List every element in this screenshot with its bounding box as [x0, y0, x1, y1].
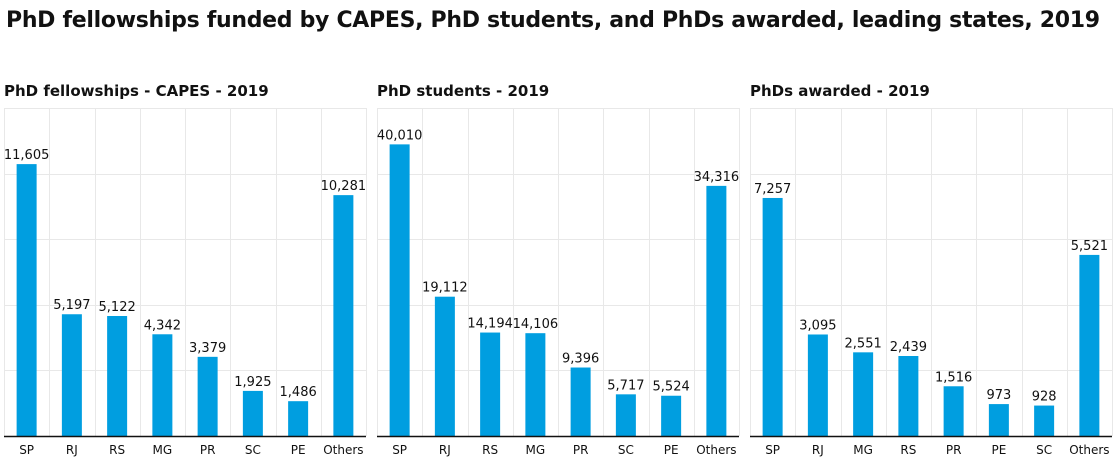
x-tick-label: SC: [618, 443, 634, 457]
bar-rj: [61, 314, 82, 436]
x-tick-label: RJ: [66, 443, 78, 457]
x-tick-label: MG: [153, 443, 173, 457]
data-label: 14,106: [513, 317, 559, 332]
page-title: PhD fellowships funded by CAPES, PhD stu…: [6, 8, 1100, 33]
bar-pr: [943, 386, 964, 436]
bar-sc: [615, 394, 636, 436]
chart-students: 40,010 SP 19,112 RJ 14,194 RS 14,106 MG 9,396 PR 5…: [377, 108, 740, 457]
bar-rj: [434, 296, 455, 436]
data-label: 19,112: [422, 281, 468, 296]
chart-panel-awarded: PhDs awarded - 2019 7,257 SP 3,095 RJ 2,551 M…: [750, 78, 1116, 463]
data-label: 40,010: [377, 128, 422, 143]
chart-panel-fellowships: PhD fellowships - CAPES - 2019 11,605 SP 5…: [4, 78, 370, 463]
data-label: 2,439: [890, 340, 927, 355]
bar-rs: [107, 315, 128, 436]
x-tick-label: RJ: [439, 443, 451, 457]
bar-rj: [807, 334, 828, 436]
data-label: 9,396: [562, 352, 599, 367]
x-tick-label: SP: [392, 443, 407, 457]
x-tick-label: PR: [200, 443, 216, 457]
bar-sc: [1034, 405, 1055, 436]
bar-rs: [480, 332, 501, 436]
x-tick-label: MG: [526, 443, 546, 457]
chart-title: PhDs awarded - 2019: [750, 82, 930, 100]
bar-pr: [197, 356, 218, 436]
x-tick-label: MG: [853, 443, 873, 457]
bar-sp: [389, 144, 410, 436]
data-label: 5,717: [607, 378, 644, 393]
bar-others: [706, 185, 727, 436]
x-tick-label: PE: [664, 443, 679, 457]
x-tick-label: SC: [245, 443, 261, 457]
data-label: 34,316: [694, 170, 740, 185]
bar-sp: [762, 197, 783, 436]
data-label: 1,925: [234, 375, 271, 390]
data-label: 3,379: [189, 341, 226, 356]
bar-sc: [242, 390, 263, 436]
gridlines: [750, 108, 1113, 437]
data-label: 1,486: [280, 385, 317, 400]
x-tick-label: RS: [482, 443, 498, 457]
x-tick-label: SP: [765, 443, 780, 457]
bar-pe: [661, 395, 682, 436]
chart-awarded: 7,257 SP 3,095 RJ 2,551 MG 2,439 RS 1,516 PR 973 PE…: [750, 108, 1113, 457]
chart-title: PhD fellowships - CAPES - 2019: [4, 82, 269, 100]
data-label: 10,281: [321, 179, 367, 194]
x-tick-label: Others: [696, 443, 736, 457]
x-tick-label: Others: [1069, 443, 1109, 457]
data-label: 5,197: [53, 298, 90, 313]
x-tick-label: PE: [291, 443, 306, 457]
data-label: 1,516: [935, 370, 972, 385]
x-tick-label: Others: [323, 443, 363, 457]
data-label: 5,524: [653, 380, 690, 395]
bar-sp: [16, 164, 37, 436]
data-label: 4,342: [144, 318, 181, 333]
bar-pe: [988, 404, 1009, 436]
x-tick-label: SC: [1036, 443, 1052, 457]
x-tick-label: PE: [991, 443, 1006, 457]
bar-others: [333, 195, 354, 436]
data-label: 2,551: [845, 336, 882, 351]
chart-fellowships: 11,605 SP 5,197 RJ 5,122 RS 4,342 MG 3,379 PR 1,92…: [4, 108, 367, 457]
bar-pe: [288, 401, 309, 436]
chart-panel-students: PhD students - 2019 40,010 SP 19,112 RJ 14,1…: [377, 78, 743, 463]
data-label: 973: [986, 388, 1011, 403]
bar-mg: [152, 334, 173, 436]
bar-pr: [570, 367, 591, 436]
x-tick-label: RS: [900, 443, 916, 457]
bar-others: [1079, 254, 1100, 436]
bar-mg: [525, 333, 546, 436]
bar-mg: [853, 352, 874, 436]
x-tick-label: PR: [573, 443, 589, 457]
data-label: 5,521: [1071, 239, 1108, 254]
x-tick-label: SP: [19, 443, 34, 457]
gridlines: [4, 108, 367, 437]
bar-rs: [898, 356, 919, 436]
data-label: 928: [1032, 390, 1057, 405]
data-label: 14,194: [467, 317, 513, 332]
x-tick-label: RS: [109, 443, 125, 457]
chart-title: PhD students - 2019: [377, 82, 550, 100]
data-label: 7,257: [754, 182, 791, 197]
data-label: 5,122: [99, 300, 136, 315]
data-label: 3,095: [799, 318, 836, 333]
data-label: 11,605: [4, 148, 49, 163]
x-tick-label: PR: [946, 443, 962, 457]
x-tick-label: RJ: [812, 443, 824, 457]
